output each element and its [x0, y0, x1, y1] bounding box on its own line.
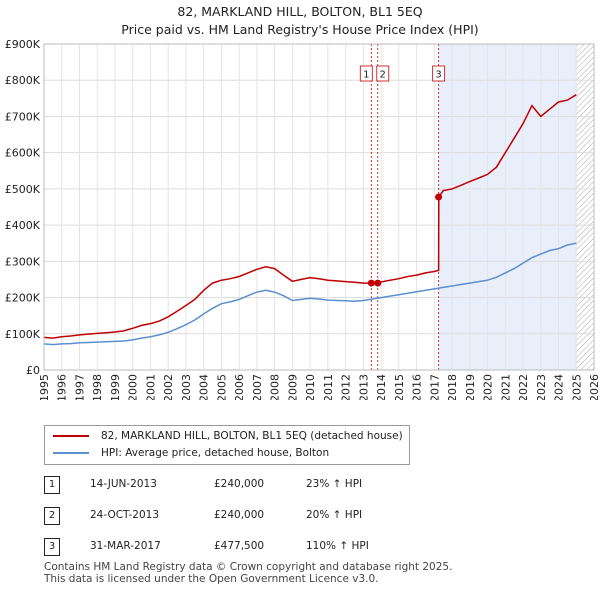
plot-border: [43, 43, 595, 371]
legend-label-hpi: HPI: Average price, detached house, Bolt…: [101, 447, 330, 459]
x-tick-label: 2002: [162, 374, 175, 400]
x-tick-label: 2022: [517, 374, 530, 400]
sale-date: 24-OCT-2013: [90, 509, 159, 521]
x-tick-label: 2021: [499, 374, 512, 400]
legend-label-property: 82, MARKLAND HILL, BOLTON, BL1 5EQ (deta…: [101, 430, 403, 442]
x-tick-label: 1997: [73, 374, 86, 400]
x-tick-label: 2013: [357, 374, 370, 400]
sale-hpi-change: 110% ↑ HPI: [306, 540, 369, 552]
shaded-region: [438, 44, 577, 370]
footer-copyright: Contains HM Land Registry data © Crown c…: [44, 561, 453, 573]
sale-hpi-change: 20% ↑ HPI: [306, 509, 363, 521]
x-tick-label: 2020: [482, 374, 495, 400]
hpi-line: [43, 242, 577, 346]
sale-marker-box: [359, 65, 373, 82]
y-tick-label: £600K: [5, 147, 41, 160]
sale-marker-box: [432, 65, 446, 82]
legend: 82, MARKLAND HILL, BOLTON, BL1 5EQ (deta…: [44, 425, 410, 465]
sale-row: 1 14-JUN-2013 £240,000 23% ↑ HPI: [44, 476, 584, 496]
x-tick-label: 2006: [233, 374, 246, 400]
x-tick-label: 1998: [91, 374, 104, 400]
x-tick-label: 2007: [251, 374, 264, 400]
sale-date: 14-JUN-2013: [90, 478, 157, 490]
x-tick-label: 2003: [180, 374, 193, 400]
footer-licence: This data is licensed under the Open Gov…: [44, 573, 379, 585]
x-tick-label: 2025: [570, 374, 583, 400]
sale-price: £477,500: [214, 540, 265, 552]
price-chart: 1 2 3 £0 £100K £200K £300K £400K £500K £600K £700K…: [5, 38, 600, 400]
legend-swatch-hpi: [53, 452, 89, 454]
y-tick-label: £0: [26, 364, 40, 377]
sale-number: 1: [44, 476, 60, 494]
sale-hpi-change: 23% ↑ HPI: [306, 478, 363, 490]
sale-price: £240,000: [214, 509, 265, 521]
x-tick-label: 2008: [269, 374, 282, 400]
x-tick-label: 2014: [375, 374, 388, 400]
x-tick-label: 2004: [198, 374, 211, 400]
x-tick-label: 2017: [428, 374, 441, 400]
x-tick-label: 1995: [38, 374, 51, 400]
sale-point: [367, 279, 375, 287]
x-tick-label: 2015: [393, 374, 406, 400]
x-tick-label: 1996: [56, 374, 69, 400]
x-tick-label: 2016: [411, 374, 424, 400]
y-tick-label: £700K: [5, 110, 41, 123]
x-tick-label: 2009: [286, 374, 299, 400]
x-tick-label: 2005: [215, 374, 228, 400]
y-tick-label: £500K: [5, 183, 41, 196]
chart-subtitle: Price paid vs. HM Land Registry's House …: [121, 22, 479, 37]
y-tick-label: £400K: [5, 219, 41, 232]
legend-item-property: 82, MARKLAND HILL, BOLTON, BL1 5EQ (deta…: [53, 428, 403, 444]
x-tick-label: 1999: [109, 374, 122, 400]
sale-number: 2: [44, 507, 60, 525]
forecast-hatch: [576, 44, 594, 370]
y-tick-label: £200K: [5, 292, 41, 305]
y-tick-label: £300K: [5, 255, 41, 268]
x-tick-label: 2012: [340, 374, 353, 400]
sale-marker-label: 3: [435, 70, 441, 81]
legend-swatch-property: [53, 435, 89, 437]
legend-item-hpi: HPI: Average price, detached house, Bolt…: [53, 445, 329, 461]
x-tick-label: 2001: [144, 374, 157, 400]
x-tick-label: 2019: [464, 374, 477, 400]
x-tick-label: 2000: [127, 374, 140, 400]
sale-marker-label: 1: [363, 70, 369, 81]
x-tick-label: 2024: [553, 374, 566, 400]
x-tick-label: 2026: [588, 374, 600, 400]
sale-price: £240,000: [214, 478, 265, 490]
x-tick-label: 2018: [446, 374, 459, 400]
x-tick-label: 2010: [304, 374, 317, 400]
sale-row: 2 24-OCT-2013 £240,000 20% ↑ HPI: [44, 507, 584, 527]
sale-date: 31-MAR-2017: [90, 540, 161, 552]
chart-title: 82, MARKLAND HILL, BOLTON, BL1 5EQ: [177, 4, 423, 19]
sale-row: 3 31-MAR-2017 £477,500 110% ↑ HPI: [44, 538, 584, 558]
x-tick-label: 2023: [535, 374, 548, 400]
sale-point: [374, 279, 382, 287]
sale-marker-label: 2: [380, 70, 386, 81]
y-tick-label: £100K: [5, 328, 41, 341]
sale-point: [435, 193, 443, 201]
y-tick-label: £900K: [5, 38, 41, 51]
sale-marker-box: [376, 65, 390, 82]
x-tick-label: 2011: [322, 374, 335, 400]
sale-number: 3: [44, 538, 60, 556]
property-price-line: [43, 94, 577, 339]
y-tick-label: £800K: [5, 74, 41, 87]
